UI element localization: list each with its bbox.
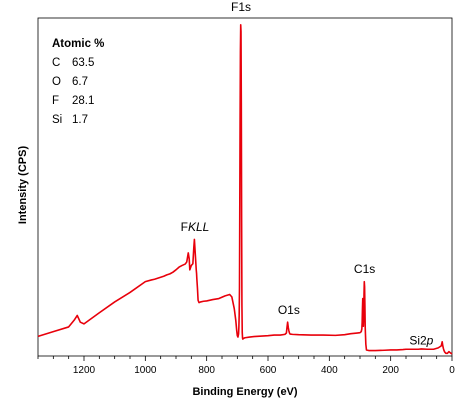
peak-label: Si2p xyxy=(409,334,433,348)
x-axis-title: Binding Energy (eV) xyxy=(192,386,297,398)
composition-element: F xyxy=(52,95,59,107)
x-axis-ticks: 1200 1000 800 600 400 200 0 xyxy=(73,365,455,376)
x-tick-label: 1200 xyxy=(73,365,96,376)
plot-frame xyxy=(37,17,453,357)
peak-label: F1s xyxy=(231,0,251,14)
x-tick-label: 0 xyxy=(449,365,455,376)
composition-title: Atomic % xyxy=(52,38,104,50)
x-tick-label: 400 xyxy=(321,365,338,376)
composition-value: 28.1 xyxy=(72,95,94,107)
x-tick-label: 800 xyxy=(198,365,215,376)
composition-value: 1.7 xyxy=(72,114,88,126)
x-tick-label: 1000 xyxy=(134,365,157,376)
composition-element: Si xyxy=(52,114,62,126)
x-tick-label: 600 xyxy=(260,365,277,376)
composition-table: Atomic % C 63.5 O 6.7 F 28.1 Si 1.7 xyxy=(52,38,104,126)
peak-label: O1s xyxy=(278,303,300,317)
composition-element: O xyxy=(52,76,61,88)
peak-label: FKLL xyxy=(181,220,210,234)
peak-labels: F1s C1s O1s Si2p FKLL xyxy=(181,0,434,347)
composition-element: C xyxy=(52,57,60,69)
spectrum-line xyxy=(37,23,453,355)
y-axis-title: Intensity (CPS) xyxy=(17,146,29,225)
x-minor-ticks xyxy=(37,356,453,361)
x-tick-label: 200 xyxy=(382,365,399,376)
composition-value: 63.5 xyxy=(72,57,94,69)
peak-label: C1s xyxy=(354,262,375,276)
composition-value: 6.7 xyxy=(72,76,88,88)
